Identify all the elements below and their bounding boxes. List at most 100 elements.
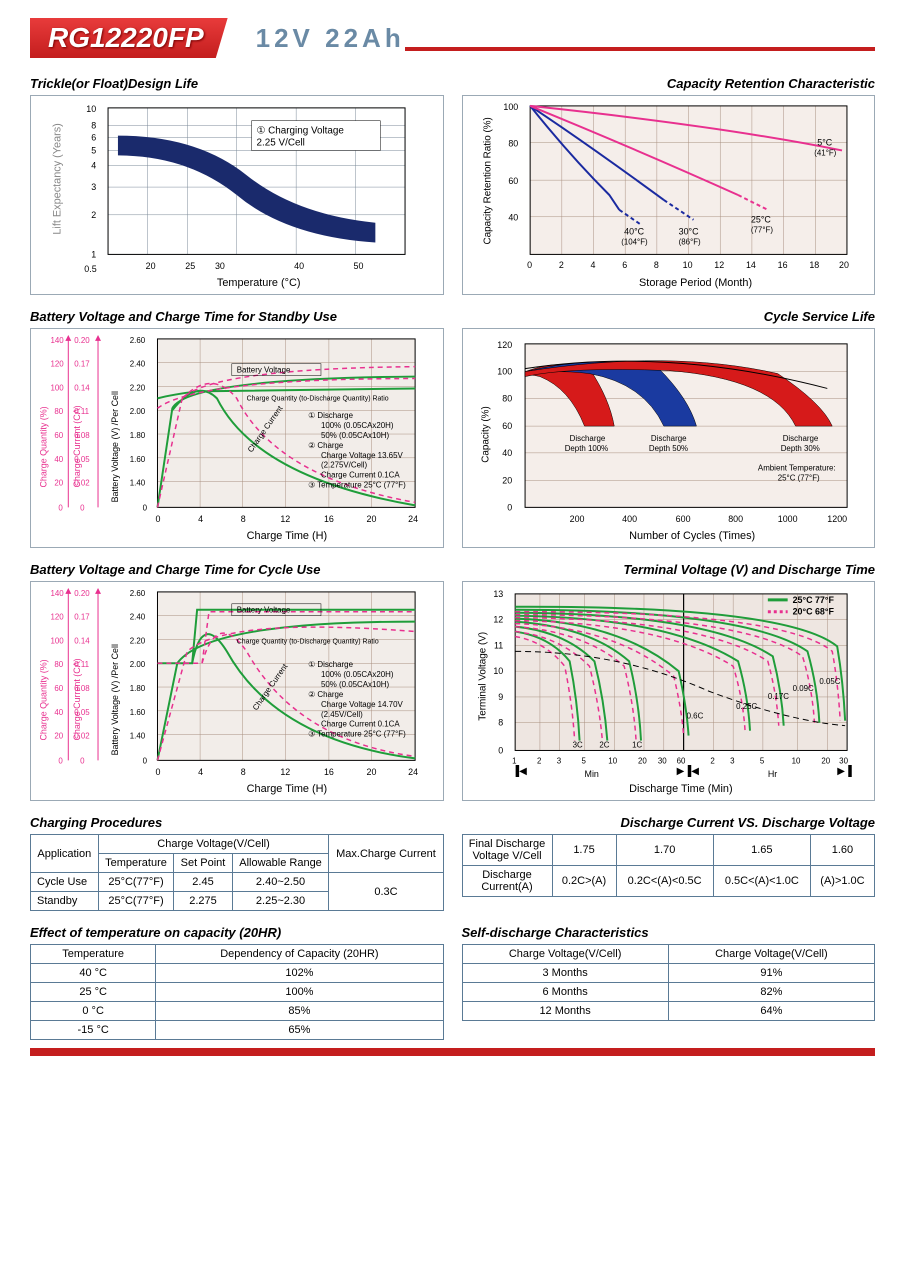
- svg-text:24: 24: [408, 514, 418, 524]
- cycle-life-title: Cycle Service Life: [462, 309, 876, 324]
- hdr: Dependency of Capacity (20HR): [156, 945, 443, 964]
- svg-text:(77°F): (77°F): [750, 226, 772, 235]
- footer-bar: [30, 1048, 875, 1056]
- svg-text:0: 0: [155, 767, 160, 777]
- svg-text:20: 20: [367, 767, 377, 777]
- svg-text:12: 12: [714, 260, 724, 270]
- svg-text:120: 120: [50, 360, 64, 369]
- svg-text:1.80: 1.80: [130, 431, 146, 440]
- svg-text:① Discharge: ① Discharge: [308, 660, 353, 669]
- discharge-title: Terminal Voltage (V) and Discharge Time: [462, 562, 876, 577]
- svg-text:(2.45V/Cell): (2.45V/Cell): [321, 710, 363, 719]
- discharge-section: Terminal Voltage (V) and Discharge Time: [462, 556, 876, 801]
- svg-text:16: 16: [324, 767, 334, 777]
- svg-text:3: 3: [556, 756, 561, 765]
- svg-text:2.00: 2.00: [130, 660, 146, 669]
- self-discharge-table: Charge Voltage(V/Cell) Charge Voltage(V/…: [462, 944, 876, 1021]
- cell: 40 °C: [31, 964, 156, 983]
- svg-text:200: 200: [569, 514, 584, 524]
- trickle-chart: ① Charging Voltage 2.25 V/Cell 108654321…: [30, 95, 444, 295]
- cell: 2.45: [174, 873, 232, 892]
- model-number: RG12220FP: [30, 18, 228, 58]
- svg-text:20: 20: [502, 476, 512, 486]
- svg-text:1.60: 1.60: [130, 455, 146, 464]
- charging-proc-section: Charging Procedures Application Charge V…: [30, 809, 444, 911]
- svg-text:Discharge: Discharge: [650, 434, 686, 443]
- svg-text:0: 0: [58, 756, 63, 765]
- cell: 2.275: [174, 892, 232, 911]
- svg-text:8: 8: [241, 514, 246, 524]
- svg-text:0: 0: [155, 514, 160, 524]
- svg-text:8: 8: [653, 260, 658, 270]
- table-row: 25 °C100%: [31, 983, 444, 1002]
- temp-capacity-table: Temperature Dependency of Capacity (20HR…: [30, 944, 444, 1040]
- svg-text:Charge Voltage 14.70V: Charge Voltage 14.70V: [321, 700, 403, 709]
- svg-text:140: 140: [50, 336, 64, 345]
- svg-text:24: 24: [408, 767, 418, 777]
- row-4: Charging Procedures Application Charge V…: [30, 809, 875, 911]
- cell: (A)>1.0C: [810, 866, 874, 897]
- cycle-life-chart: DischargeDepth 100% DischargeDepth 50% D…: [462, 328, 876, 548]
- svg-text:2.20: 2.20: [130, 636, 146, 645]
- svg-text:2.60: 2.60: [130, 589, 146, 598]
- svg-text:12: 12: [280, 767, 290, 777]
- cell: 1.60: [810, 835, 874, 866]
- svg-text:80: 80: [54, 407, 63, 416]
- svg-text:13: 13: [493, 589, 503, 599]
- table-row: Discharge Current(A) 0.2C>(A) 0.2C<(A)<0…: [462, 866, 875, 897]
- sub-setpoint: Set Point: [174, 854, 232, 873]
- discharge-iv-title: Discharge Current VS. Discharge Voltage: [462, 815, 876, 830]
- svg-text:80: 80: [502, 393, 512, 403]
- svg-text:6: 6: [91, 133, 96, 143]
- svg-text:Charge Current (CA): Charge Current (CA): [72, 658, 82, 740]
- svg-text:20: 20: [54, 732, 63, 741]
- cycle-life-section: Cycle Service Life DischargeDepth 100% D…: [462, 303, 876, 548]
- cell: 64%: [668, 1002, 874, 1021]
- self-discharge-title: Self-discharge Characteristics: [462, 925, 876, 940]
- svg-text:Lift Expectancy (Years): Lift Expectancy (Years): [52, 123, 64, 234]
- hdr-application: Application: [31, 835, 99, 873]
- svg-text:120: 120: [497, 340, 512, 350]
- svg-text:1.60: 1.60: [130, 708, 146, 717]
- table-row: Cycle Use 25°C(77°F) 2.45 2.40~2.50 0.3C: [31, 873, 444, 892]
- svg-text:100% (0.05CAx20H): 100% (0.05CAx20H): [321, 670, 394, 679]
- svg-text:8: 8: [498, 718, 503, 728]
- svg-text:Charge Current (CA): Charge Current (CA): [72, 405, 82, 487]
- cell: 91%: [668, 964, 874, 983]
- svg-text:③ Temperature 25°C (77°F): ③ Temperature 25°C (77°F): [308, 730, 406, 739]
- cell: 65%: [156, 1021, 443, 1040]
- cycle-use-chart: Battery Voltage Charge Quantity (to-Disc…: [30, 581, 444, 801]
- svg-text:0: 0: [507, 502, 512, 512]
- svg-text:6: 6: [622, 260, 627, 270]
- standby-section: Battery Voltage and Charge Time for Stan…: [30, 303, 444, 548]
- cell: 0 °C: [31, 1002, 156, 1021]
- retention-title: Capacity Retention Characteristic: [462, 76, 876, 91]
- svg-text:50% (0.05CAx10H): 50% (0.05CAx10H): [321, 680, 389, 689]
- hdr: Charge Voltage(V/Cell): [668, 945, 874, 964]
- svg-text:▶▐: ▶▐: [837, 765, 852, 777]
- svg-text:10: 10: [682, 260, 692, 270]
- svg-text:120: 120: [50, 613, 64, 622]
- cell-max-current: 0.3C: [329, 873, 443, 911]
- svg-text:① Discharge: ① Discharge: [308, 411, 353, 420]
- svg-text:Charge Quantity (to-Discharge: Charge Quantity (to-Discharge Quantity) …: [247, 395, 389, 402]
- svg-text:0: 0: [80, 503, 85, 512]
- svg-text:20: 20: [821, 756, 830, 765]
- table-row: 12 Months64%: [462, 1002, 875, 1021]
- sub-range: Allowable Range: [232, 854, 329, 873]
- svg-text:0.6C: 0.6C: [686, 712, 703, 721]
- svg-text:40: 40: [54, 455, 63, 464]
- svg-text:60: 60: [676, 756, 685, 765]
- cell: 1.75: [552, 835, 616, 866]
- svg-text:5°C: 5°C: [817, 138, 833, 148]
- svg-text:600: 600: [675, 514, 690, 524]
- svg-text:Terminal Voltage (V): Terminal Voltage (V): [477, 632, 488, 721]
- svg-text:100: 100: [497, 367, 512, 377]
- svg-text:Discharge: Discharge: [782, 434, 818, 443]
- svg-text:Charge Current 0.1CA: Charge Current 0.1CA: [321, 720, 400, 729]
- svg-text:3C: 3C: [572, 740, 582, 749]
- svg-text:Capacity Retention Ratio (%): Capacity Retention Ratio (%): [482, 117, 493, 244]
- svg-text:Charge Quantity (to-Discharge: Charge Quantity (to-Discharge Quantity) …: [237, 638, 379, 645]
- svg-text:2.40: 2.40: [130, 613, 146, 622]
- svg-text:Discharge Time (Min): Discharge Time (Min): [629, 783, 732, 795]
